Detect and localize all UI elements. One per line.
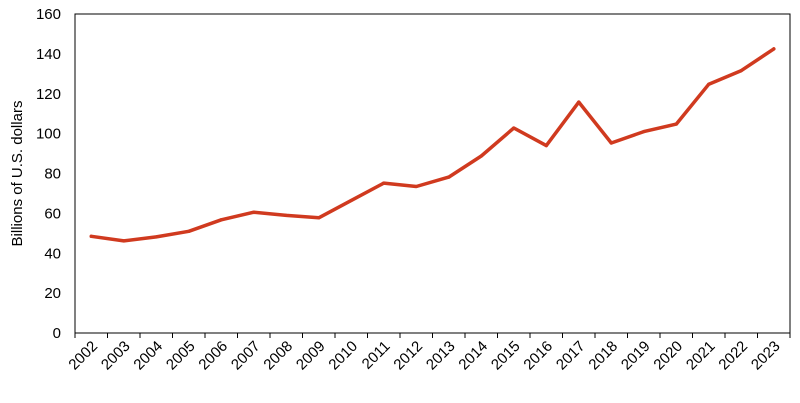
x-tick-label: 2008	[260, 338, 296, 374]
x-tick-label: 2003	[98, 338, 134, 374]
data-point	[707, 82, 711, 86]
series-group	[89, 47, 776, 243]
y-tick-label: 20	[44, 285, 61, 302]
x-tick-label: 2017	[553, 338, 589, 374]
data-point	[219, 218, 223, 222]
data-point	[349, 198, 353, 203]
data-point	[89, 234, 93, 238]
y-tick-label: 60	[44, 205, 61, 222]
data-point	[479, 154, 483, 158]
x-tick-label: 2005	[163, 338, 199, 374]
data-point	[317, 216, 321, 220]
data-point	[187, 229, 191, 233]
data-point	[382, 181, 386, 185]
data-point	[284, 213, 288, 217]
data-point	[674, 122, 678, 126]
x-tick-label: 2013	[423, 338, 459, 374]
data-point	[447, 175, 451, 179]
x-tick-label: 2014	[455, 338, 491, 374]
data-point	[739, 69, 743, 73]
data-point	[544, 143, 548, 148]
data-point	[414, 184, 418, 189]
series-line	[89, 47, 776, 243]
x-tick-label: 2010	[325, 338, 361, 374]
x-tick-label: 2021	[683, 338, 719, 374]
data-point	[609, 141, 613, 145]
x-tick-label: 2011	[359, 338, 394, 373]
x-tick-label: 2006	[195, 338, 231, 374]
data-point	[252, 210, 256, 214]
x-tick-label: 2002	[65, 338, 101, 374]
data-point	[772, 47, 776, 51]
x-tick-label: 2019	[618, 338, 654, 374]
x-tick-label: 2007	[228, 338, 264, 374]
x-tick-label: 2009	[293, 338, 329, 374]
x-tick-label: 2015	[488, 338, 524, 374]
x-tick-label: 2012	[390, 338, 426, 374]
y-tick-label: 140	[36, 46, 61, 63]
data-point	[512, 126, 516, 130]
y-tick-label: 160	[36, 6, 61, 23]
data-point	[154, 235, 158, 239]
x-tick-label: 2020	[650, 338, 686, 374]
plot-frame	[74, 13, 791, 334]
y-tick-label: 40	[44, 245, 61, 262]
x-axis-ticks: 2002200320042005200620072008200920102011…	[65, 333, 791, 374]
y-axis-ticks: 0 20 40 60 80 100 120 140 160	[36, 6, 61, 342]
x-tick-label: 2004	[130, 338, 166, 374]
x-tick-label: 2023	[748, 338, 784, 374]
data-point	[122, 239, 126, 243]
y-tick-label: 100	[36, 126, 61, 143]
data-point	[642, 130, 646, 134]
x-tick-label: 2016	[520, 338, 556, 374]
y-tick-label: 120	[36, 86, 61, 103]
x-tick-label: 2022	[715, 338, 751, 374]
y-axis-title: Billions of U.S. dollars	[9, 101, 26, 247]
y-tick-label: 0	[53, 325, 61, 342]
data-point	[577, 100, 581, 104]
y-tick-label: 80	[44, 166, 61, 183]
y-axis-title-group: Billions of U.S. dollars	[9, 101, 26, 247]
x-tick-label: 2018	[585, 338, 621, 374]
